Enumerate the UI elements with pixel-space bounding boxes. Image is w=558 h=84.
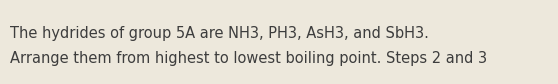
Text: The hydrides of group 5A are NH3, PH3, AsH3, and SbH3.: The hydrides of group 5A are NH3, PH3, A… <box>10 26 429 41</box>
Text: Arrange them from highest to lowest boiling point. Steps 2 and 3: Arrange them from highest to lowest boil… <box>10 51 487 66</box>
